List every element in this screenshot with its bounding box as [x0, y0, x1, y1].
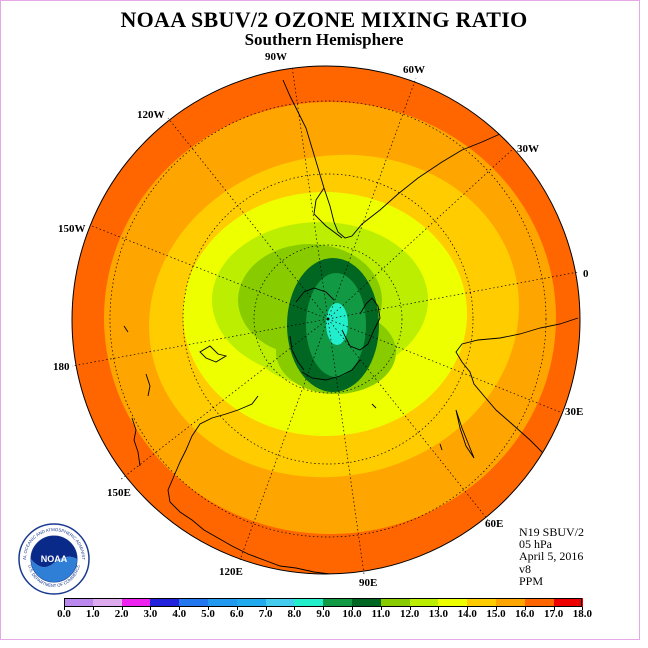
colorbar-label: 2.0: [114, 608, 129, 620]
colorbar-label: 18.0: [572, 608, 593, 620]
figure-frame: [0, 0, 640, 640]
colorbar-swatch: [553, 598, 583, 607]
longitude-label: 60E: [485, 518, 503, 530]
colorbar-label: 14.0: [457, 608, 477, 620]
colorbar-label: 9.0: [316, 608, 331, 620]
map-subtitle: Southern Hemisphere: [244, 30, 404, 49]
longitude-label: 90E: [359, 577, 377, 589]
colorbar-label: 15.0: [486, 608, 506, 620]
colorbar-swatch: [352, 598, 382, 607]
longitude-label: 0: [583, 268, 589, 280]
colorbar-label: 10.0: [342, 608, 362, 620]
longitude-label: 150E: [107, 487, 131, 499]
colorbar-swatch: [438, 598, 468, 607]
colorbar-swatch: [121, 598, 151, 607]
colorbar-label: 12.0: [399, 608, 420, 620]
date-label: April 5, 2016: [519, 549, 584, 564]
colorbar-tick: [352, 607, 353, 610]
colorbar-label: 4.0: [172, 608, 187, 620]
colorbar-swatch: [380, 598, 411, 607]
colorbar-swatch: [467, 598, 497, 607]
colorbar-tick: [496, 607, 497, 610]
satellite-label: N19 SBUV/2: [519, 525, 585, 539]
colorbar-swatch: [294, 598, 324, 607]
longitude-label: 30E: [565, 406, 583, 418]
colorbar-label: 1.0: [85, 608, 100, 620]
colorbar-swatch: [524, 598, 555, 607]
colorbar-swatch: [496, 598, 526, 607]
colorbar-tick: [553, 607, 555, 610]
colorbar-label: 17.0: [543, 608, 564, 620]
colorbar-label: 5.0: [201, 608, 215, 620]
colorbar-tick: [294, 607, 296, 610]
longitude-label: 60W: [403, 64, 425, 76]
longitude-labels: 0 30E 60E 90E 120E 150E 180 150W 120W 90W 60W 30W: [53, 51, 589, 589]
graticule: [71, 65, 579, 575]
colorbar-tick: [265, 607, 267, 610]
logo-text: NOAA: [41, 554, 68, 564]
colorbar-tick: [438, 607, 440, 610]
colorbar-swatch: [323, 598, 353, 607]
colorbar-swatch: [64, 598, 94, 607]
colorbar-label: 11.0: [371, 608, 391, 620]
colorbar-swatch: [265, 598, 295, 607]
longitude-label: 120E: [219, 566, 243, 578]
colorbar-tick: [467, 607, 469, 610]
colorbar-swatch: [409, 598, 439, 607]
colorbar-tick: [236, 607, 238, 610]
colorbar-swatch: [150, 598, 180, 607]
colorbar-border: [64, 598, 583, 607]
colorbar-tick: [323, 607, 325, 610]
colorbar-label: 6.0: [229, 608, 244, 620]
colorbar-label: 16.0: [515, 608, 535, 620]
longitude-label: 150W: [58, 223, 86, 235]
colorbar-tick: [208, 607, 209, 610]
colorbar-label: 8.0: [287, 608, 302, 620]
colorbar-tick: [64, 607, 65, 610]
colorbar-label: 0.0: [57, 608, 71, 620]
longitude-label: 180: [53, 361, 70, 373]
colorbar-label: 7.0: [258, 608, 273, 620]
map-title: NOAA SBUV/2 OZONE MIXING RATIO: [120, 7, 528, 32]
coastlines: [123, 79, 579, 574]
noaa-logo: NOAA NATIONAL OCEANIC AND ATMOSPHERIC AD…: [18, 523, 90, 595]
colorbar-tick: [150, 607, 152, 610]
colorbar-tick: [92, 607, 94, 610]
pressure-level-label: 05 hPa: [519, 537, 552, 552]
ozone-contours: [72, 66, 580, 574]
colorbar-tick: [380, 607, 382, 610]
colorbar-tick: [179, 607, 181, 610]
colorbar-label: 13.0: [428, 608, 449, 620]
colorbar-tick: [121, 607, 123, 610]
version-label: v8: [519, 561, 531, 576]
colorbar-swatch: [92, 598, 123, 607]
colorbar-tick: [582, 607, 584, 610]
units-label: PPM: [519, 573, 544, 588]
colorbar-swatch: [236, 598, 267, 607]
map-info: N19 SBUV/2 05 hPa April 5, 2016 v8 PPM: [519, 526, 584, 587]
longitude-label: 90W: [265, 51, 287, 63]
colorbar-tick: [524, 607, 526, 610]
colorbar-tick: [409, 607, 411, 610]
colorbar-swatch: [208, 598, 238, 607]
colorbar-label: 3.0: [143, 608, 158, 620]
colorbar-swatch: [179, 598, 209, 607]
longitude-label: 120W: [137, 109, 165, 121]
map-boundary: [71, 65, 581, 575]
longitude-label: 30W: [517, 143, 539, 155]
